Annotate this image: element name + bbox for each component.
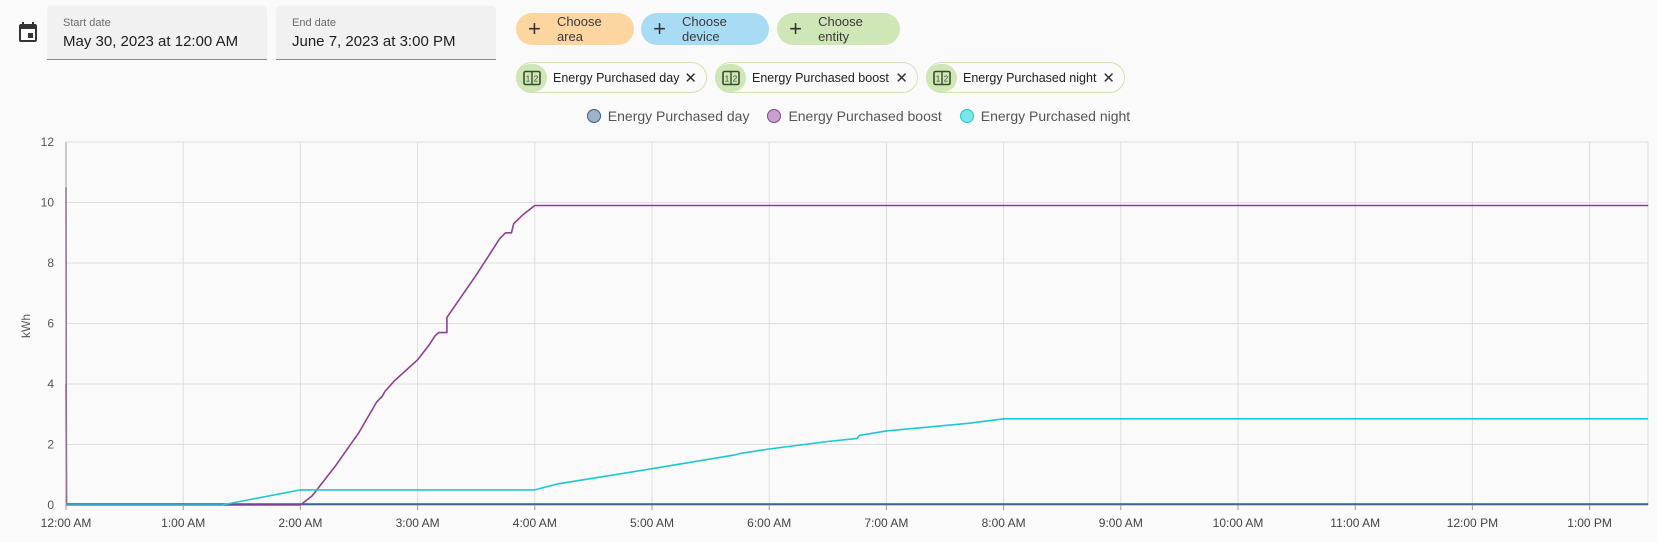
legend-label: Energy Purchased night [980,108,1131,124]
choose-area-label: Choose area [556,14,602,44]
x-tick-label: 12:00 PM [1447,516,1498,530]
legend-swatch-boost [767,109,782,123]
start-date-label: Start date [63,17,111,29]
y-tick-label: 2 [47,438,54,452]
svg-text:2: 2 [533,74,538,83]
plus-icon: + [528,16,541,41]
x-tick-label: 11:00 AM [1330,516,1380,530]
start-date-field[interactable]: Start date May 30, 2023 at 12:00 AM [47,6,267,60]
x-tick-label: 4:00 AM [513,516,557,530]
end-date-field[interactable]: End date June 7, 2023 at 3:00 PM [276,6,496,60]
legend-item-day[interactable]: Energy Purchased day [586,108,750,124]
x-tick-label: 12:00 AM [41,516,92,530]
legend-swatch-night [959,109,974,123]
calendar-icon [19,22,37,42]
energy-purchased-night-line [66,418,1649,506]
y-tick-label: 12 [41,135,55,149]
svg-text:1: 1 [525,74,530,83]
legend-item-boost[interactable]: Energy Purchased boost [767,108,942,124]
entity-chip-label: Energy Purchased boost [752,70,889,85]
x-tick-label: 10:00 AM [1213,516,1264,530]
legend-item-night[interactable]: Energy Purchased night [959,108,1131,124]
plus-icon: + [653,16,666,41]
end-date-value: June 7, 2023 at 3:00 PM [292,33,456,50]
close-icon[interactable]: ✕ [1102,69,1115,87]
close-icon[interactable]: ✕ [895,69,908,87]
choose-device-label: Choose device [681,14,727,44]
x-tick-label: 3:00 AM [396,516,440,530]
legend-label: Energy Purchased boost [788,108,942,124]
x-tick-label: 8:00 AM [982,516,1026,530]
end-date-label: End date [292,17,337,29]
svg-text:2: 2 [943,74,948,83]
legend-swatch-day [586,109,601,123]
plus-icon: + [789,16,802,41]
choose-entity-label: Choose entity [818,14,863,44]
y-axis-label: kWh [19,314,33,338]
choose-entity-button[interactable]: + Choose entity [777,13,900,45]
svg-text:2: 2 [732,74,737,83]
choose-area-button[interactable]: + Choose area [516,13,634,45]
y-tick-label: 4 [47,377,54,391]
x-tick-label: 9:00 AM [1099,516,1143,530]
start-date-value: May 30, 2023 at 12:00 AM [63,33,239,50]
svg-text:1: 1 [724,74,729,83]
chart-series [65,187,1649,506]
y-tick-label: 10 [41,196,55,210]
chart-axes: 0 2 4 6 8 10 12 12:00 AM 1:00 AM 2:00 AM 3:00 AM 4:… [41,135,1612,530]
legend-label: Energy Purchased day [607,108,750,124]
chart-legend: Energy Purchased day Energy Purchased bo… [0,108,1657,124]
x-tick-label: 7:00 AM [864,516,908,530]
y-tick-label: 8 [47,256,54,270]
energy-purchased-boost-line [65,187,1649,506]
choose-device-button[interactable]: + Choose device [641,13,769,45]
y-tick-label: 0 [47,498,54,512]
x-tick-label: 1:00 AM [161,516,205,530]
x-tick-label: 1:00 PM [1567,516,1612,530]
svg-text:1: 1 [935,74,940,83]
entity-chip-label: Energy Purchased day [553,70,680,85]
x-tick-label: 2:00 AM [278,516,322,530]
entity-chip-label: Energy Purchased night [963,70,1097,85]
x-tick-label: 5:00 AM [630,516,674,530]
y-tick-label: 6 [47,317,54,331]
close-icon[interactable]: ✕ [684,69,697,87]
x-tick-label: 6:00 AM [747,516,791,530]
chart-grid [65,141,1649,506]
